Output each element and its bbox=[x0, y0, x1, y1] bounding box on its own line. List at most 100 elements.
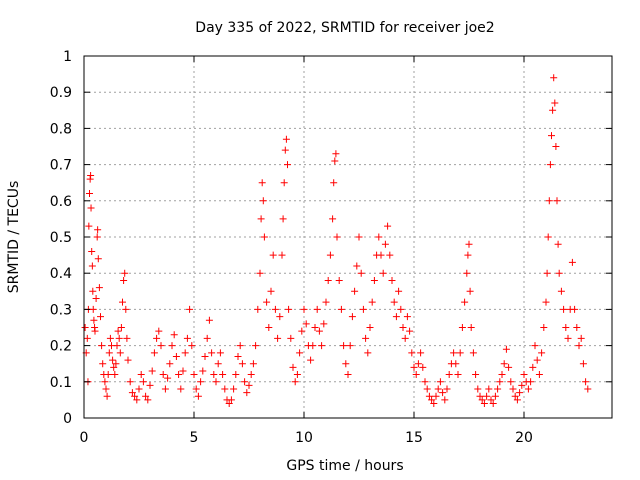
data-point bbox=[148, 367, 156, 375]
data-point bbox=[87, 171, 95, 179]
data-point bbox=[487, 396, 495, 404]
data-point bbox=[287, 334, 295, 342]
data-point bbox=[234, 352, 242, 360]
data-point bbox=[137, 371, 145, 379]
data-point bbox=[434, 385, 442, 393]
data-point bbox=[216, 349, 224, 357]
data-point bbox=[110, 363, 118, 371]
y-tick-label: 0.6 bbox=[50, 194, 72, 210]
data-point bbox=[550, 74, 558, 82]
data-point bbox=[518, 381, 526, 389]
data-point bbox=[425, 392, 433, 400]
data-point bbox=[441, 396, 449, 404]
data-point bbox=[259, 197, 267, 205]
data-point bbox=[466, 287, 474, 295]
data-point bbox=[544, 233, 552, 241]
data-point bbox=[298, 327, 306, 335]
data-point bbox=[540, 324, 548, 331]
data-point bbox=[330, 179, 338, 187]
data-point bbox=[395, 287, 403, 295]
data-point bbox=[386, 251, 394, 259]
data-point bbox=[538, 349, 546, 357]
data-point bbox=[114, 327, 122, 335]
data-point bbox=[85, 222, 93, 230]
data-point bbox=[311, 324, 319, 331]
data-point bbox=[364, 349, 372, 357]
data-point bbox=[507, 378, 515, 386]
data-point bbox=[513, 396, 521, 404]
data-point bbox=[197, 378, 205, 386]
data-point bbox=[194, 392, 202, 400]
data-point bbox=[557, 287, 565, 295]
data-point bbox=[524, 385, 532, 393]
data-point bbox=[258, 179, 266, 187]
data-point bbox=[181, 349, 189, 357]
data-point bbox=[412, 371, 420, 379]
data-point bbox=[123, 334, 131, 342]
data-point bbox=[464, 251, 472, 259]
data-point bbox=[281, 146, 289, 154]
data-point bbox=[102, 385, 110, 393]
data-point bbox=[491, 392, 499, 400]
data-point bbox=[392, 313, 400, 321]
data-point bbox=[284, 161, 291, 169]
data-point bbox=[450, 349, 458, 357]
data-point bbox=[192, 385, 200, 393]
x-axis-label: GPS time / hours bbox=[286, 458, 403, 474]
data-point bbox=[117, 324, 125, 331]
data-point bbox=[131, 392, 139, 400]
data-point bbox=[553, 197, 561, 205]
data-point bbox=[101, 378, 109, 386]
data-point bbox=[511, 392, 519, 400]
data-point bbox=[348, 313, 356, 321]
data-point bbox=[115, 334, 123, 342]
data-point bbox=[278, 251, 286, 259]
grid bbox=[84, 56, 612, 418]
data-point bbox=[260, 233, 268, 241]
data-point bbox=[329, 215, 337, 223]
data-point bbox=[201, 352, 209, 360]
data-points bbox=[81, 74, 592, 408]
data-point bbox=[267, 287, 275, 295]
data-point bbox=[170, 331, 178, 339]
data-point bbox=[509, 385, 517, 393]
data-point bbox=[582, 378, 590, 386]
data-point bbox=[496, 378, 504, 386]
data-point bbox=[467, 324, 475, 331]
data-point bbox=[139, 378, 147, 386]
data-point bbox=[346, 342, 354, 350]
data-point bbox=[161, 385, 169, 393]
data-point bbox=[584, 385, 592, 393]
data-point bbox=[276, 313, 284, 321]
data-point bbox=[89, 305, 97, 313]
data-point bbox=[568, 258, 576, 266]
data-point bbox=[94, 226, 102, 234]
data-point bbox=[476, 392, 484, 400]
data-point bbox=[119, 298, 126, 306]
data-point bbox=[322, 298, 330, 306]
data-point bbox=[414, 360, 422, 368]
data-point bbox=[256, 269, 264, 277]
data-point bbox=[279, 215, 287, 223]
data-point bbox=[296, 349, 304, 357]
data-point bbox=[428, 396, 436, 404]
data-point bbox=[135, 385, 143, 393]
data-point bbox=[116, 349, 124, 357]
data-point bbox=[527, 378, 535, 386]
data-point bbox=[320, 320, 328, 328]
data-point bbox=[463, 269, 471, 277]
data-point bbox=[542, 298, 550, 306]
data-point bbox=[516, 389, 524, 397]
data-point bbox=[430, 400, 438, 408]
data-point bbox=[133, 396, 141, 404]
data-point bbox=[337, 305, 345, 313]
data-point bbox=[252, 342, 260, 350]
data-point bbox=[432, 392, 440, 400]
data-point bbox=[390, 298, 398, 306]
data-point bbox=[474, 385, 482, 393]
data-point bbox=[92, 295, 100, 303]
data-point bbox=[399, 324, 407, 331]
data-point bbox=[186, 305, 194, 313]
y-axis-label: SRMTID / TECUs bbox=[6, 181, 22, 294]
